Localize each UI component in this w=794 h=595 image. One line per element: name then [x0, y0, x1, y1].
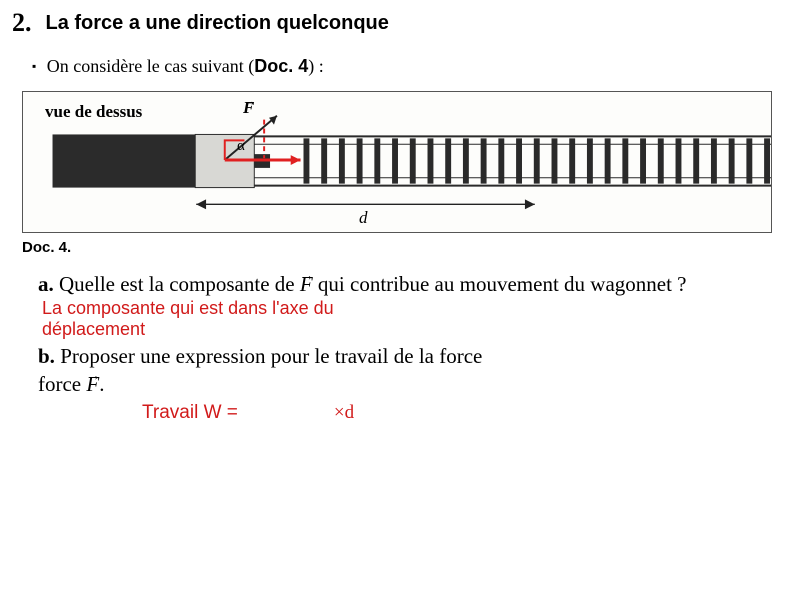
question-b: b. Proposer une expression pour le trava… — [38, 342, 762, 399]
section-number: 2. — [12, 8, 32, 38]
answer-a-l1: La composante qui est dans l'axe du — [42, 298, 334, 318]
figure-doc4: vue de dessus → F α d — [22, 91, 772, 233]
qb-fvec: →F — [86, 370, 99, 398]
travail-value: ×d — [334, 402, 354, 424]
d-label: d — [359, 208, 368, 228]
qa-label: a. — [38, 272, 54, 296]
qb-text1: Proposer une expression pour le travail … — [60, 344, 482, 368]
section-header: 2. La force a une direction quelconque — [12, 8, 782, 38]
qa-fvec: →F — [300, 270, 313, 298]
answer-a-l2: déplacement — [42, 319, 145, 339]
vue-de-dessus-label: vue de dessus — [45, 102, 142, 122]
travail-prefix: Travail W = — [142, 402, 238, 424]
qa-text2: qui contribue au mouvement du wagonnet ? — [313, 272, 687, 296]
qa-text1: Quelle est la composante de — [59, 272, 300, 296]
answer-a: La composante qui est dans l'axe du dépl… — [42, 298, 334, 339]
force-f-label: → F — [243, 98, 254, 118]
qb-label: b. — [38, 344, 55, 368]
intro-text: ▪ On considère le cas suivant (Doc. 4) : — [32, 56, 782, 77]
bullet-mark: ▪ — [32, 59, 36, 73]
section-title: La force a une direction quelconque — [46, 12, 389, 35]
doc-caption: Doc. 4. — [22, 239, 782, 256]
doc-ref: Doc. 4 — [254, 56, 308, 76]
travail-line: Travail W = ×d — [12, 394, 782, 424]
question-a: a. Quelle est la composante de →F qui co… — [38, 270, 762, 340]
alpha-label: α — [237, 138, 245, 155]
intro-suffix: ) : — [308, 56, 324, 76]
intro-prefix: On considère le cas suivant ( — [47, 56, 254, 76]
